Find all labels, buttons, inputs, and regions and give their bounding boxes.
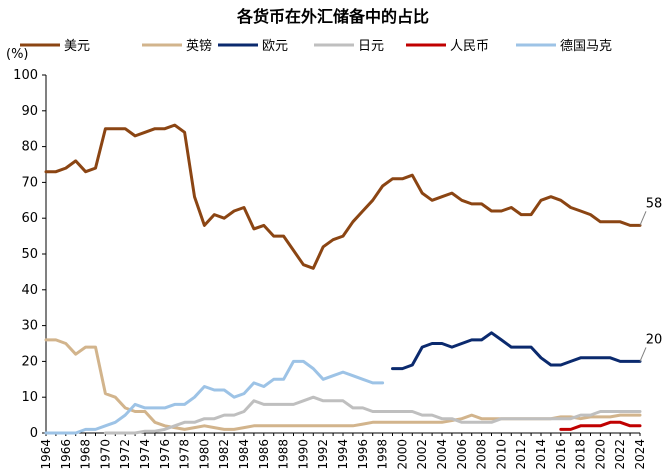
x-tick-label: 1990 bbox=[296, 439, 310, 470]
legend-label: 日元 bbox=[358, 39, 384, 54]
x-tick-label: 1972 bbox=[118, 439, 132, 470]
y-tick-label: 90 bbox=[21, 104, 38, 119]
x-tick-label: 1996 bbox=[356, 439, 370, 470]
x-tick-label: 1998 bbox=[376, 439, 390, 470]
x-tick-label: 1980 bbox=[197, 439, 211, 470]
x-tick-label: 2014 bbox=[534, 439, 548, 470]
x-tick-label: 2006 bbox=[455, 439, 469, 470]
legend: 美元 英镑 欧元 日元 人民币 德国马克 bbox=[20, 38, 612, 54]
x-tick-label: 2018 bbox=[574, 439, 588, 470]
x-tick-label: 1966 bbox=[59, 439, 73, 470]
x-tick-label: 1974 bbox=[138, 439, 152, 470]
y-tick-label: 0 bbox=[30, 426, 38, 441]
series-line bbox=[44, 123, 642, 270]
axes bbox=[45, 75, 640, 434]
series-line bbox=[44, 338, 642, 431]
series-line bbox=[391, 331, 642, 371]
y-tick-label: 40 bbox=[21, 283, 38, 298]
series-line bbox=[559, 420, 642, 431]
y-tick-label: 30 bbox=[21, 319, 38, 334]
x-tick-label: 2022 bbox=[613, 439, 627, 470]
x-tick-label: 2010 bbox=[494, 439, 508, 470]
y-tick-label: 20 bbox=[21, 354, 38, 369]
y-tick-label: 60 bbox=[21, 211, 38, 226]
series-line bbox=[103, 395, 642, 435]
y-tick-label: 70 bbox=[21, 175, 38, 190]
end-label: 20 bbox=[646, 332, 663, 347]
x-tick-label: 2008 bbox=[475, 439, 489, 470]
end-labels: 58 20 bbox=[639, 196, 663, 362]
series-lines bbox=[44, 123, 642, 435]
chart-title: 各货币在外汇储备中的占比 bbox=[236, 7, 429, 26]
y-ticks: 0 10 20 30 40 50 60 70 80 90 100 bbox=[13, 68, 46, 441]
y-tick-label: 80 bbox=[21, 140, 38, 155]
y-axis-label: (%) bbox=[6, 47, 29, 62]
series-line bbox=[44, 359, 385, 435]
x-tick-label: 1984 bbox=[237, 439, 251, 470]
x-tick-label: 2000 bbox=[395, 439, 409, 470]
y-tick-label: 10 bbox=[21, 390, 38, 405]
x-tick-label: 1986 bbox=[257, 439, 271, 470]
x-tick-label: 2012 bbox=[514, 439, 528, 470]
x-tick-label: 1964 bbox=[39, 439, 53, 470]
end-label: 58 bbox=[646, 196, 663, 211]
x-ticks: 1964 1966 1968 1970 1972 1974 1976 1978 1980 1982… bbox=[39, 433, 647, 470]
legend-label: 美元 bbox=[64, 39, 90, 54]
x-tick-label: 2016 bbox=[554, 439, 568, 470]
x-tick-label: 1982 bbox=[217, 439, 231, 470]
legend-label: 人民币 bbox=[450, 39, 489, 54]
legend-label: 德国马克 bbox=[560, 39, 612, 54]
x-tick-label: 1968 bbox=[79, 439, 93, 470]
legend-label: 欧元 bbox=[262, 39, 288, 54]
x-tick-label: 2020 bbox=[593, 439, 607, 470]
x-tick-label: 1994 bbox=[336, 439, 350, 470]
x-tick-label: 1978 bbox=[178, 439, 192, 470]
legend-label: 英镑 bbox=[186, 38, 212, 54]
x-tick-label: 1988 bbox=[277, 439, 291, 470]
end-label-leader bbox=[639, 211, 647, 226]
x-tick-label: 2002 bbox=[415, 439, 429, 470]
end-label-leader bbox=[639, 347, 647, 362]
y-tick-label: 100 bbox=[13, 68, 38, 83]
x-tick-label: 1992 bbox=[316, 439, 330, 470]
x-tick-label: 1976 bbox=[158, 439, 172, 470]
x-tick-label: 1970 bbox=[98, 439, 112, 470]
y-tick-label: 50 bbox=[21, 247, 38, 262]
x-tick-label: 2024 bbox=[633, 439, 647, 470]
x-tick-label: 2004 bbox=[435, 439, 449, 470]
